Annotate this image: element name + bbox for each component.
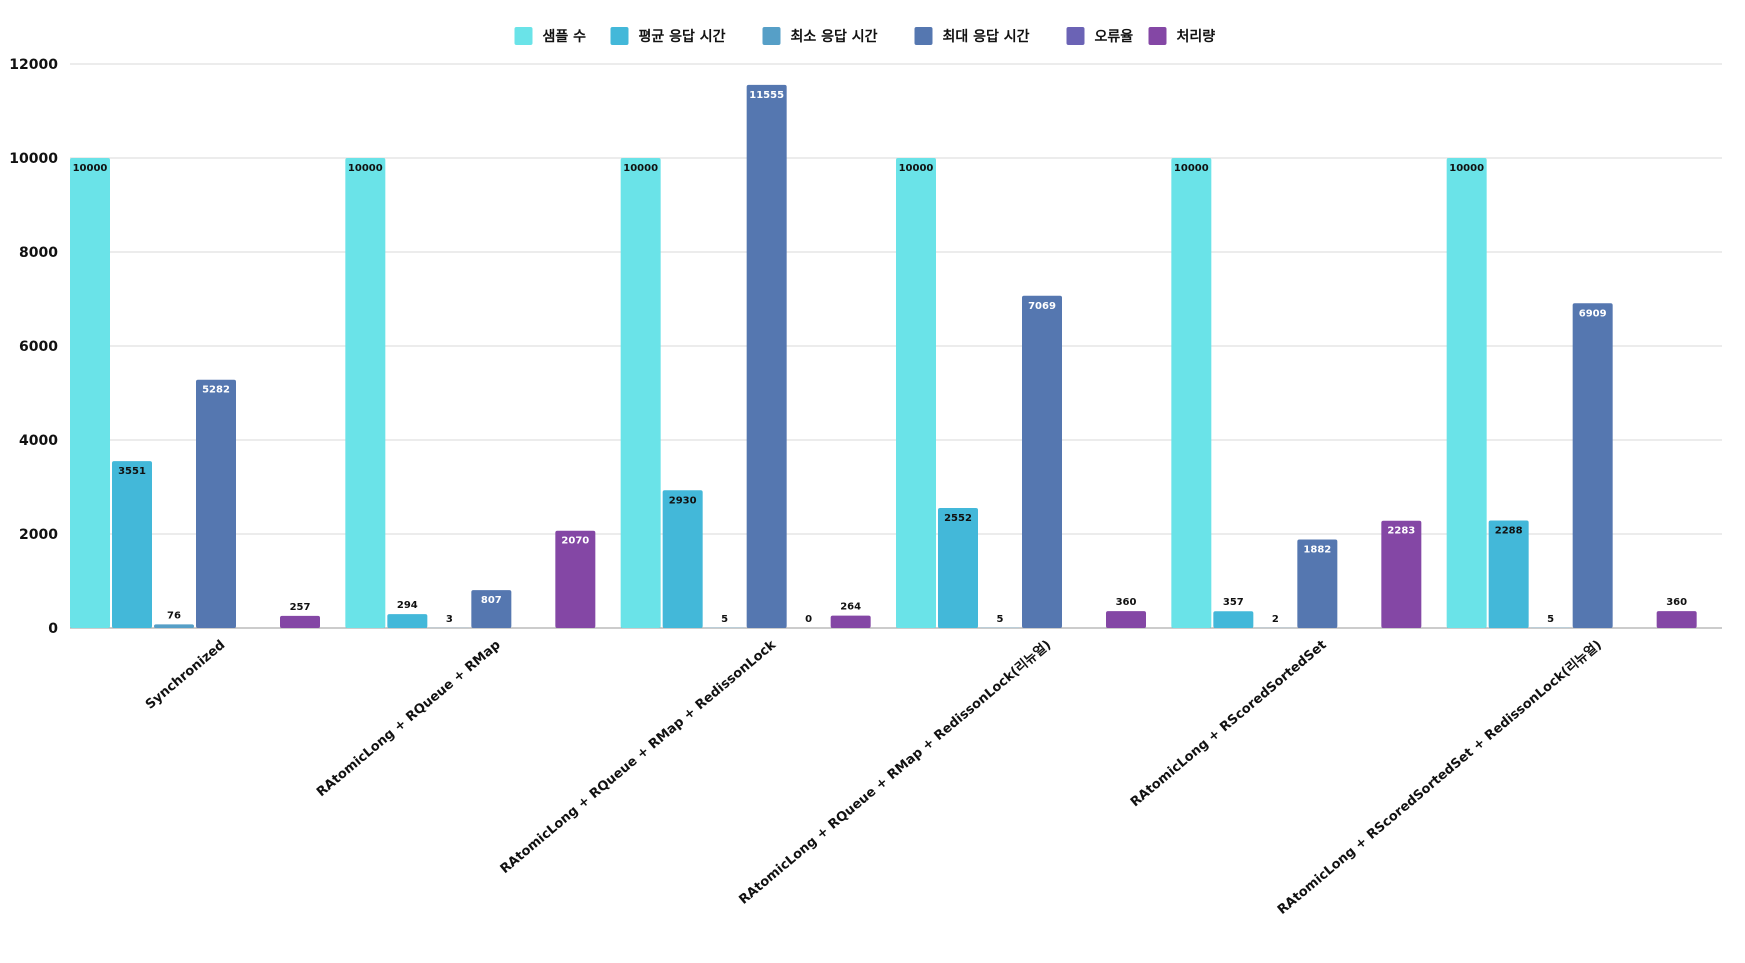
x-tick-label: RAtomicLong + RScoredSortedSet (1128, 638, 1330, 811)
bar (1297, 539, 1338, 628)
legend-swatch (762, 27, 781, 45)
bar (662, 490, 703, 628)
bar (1171, 158, 1212, 628)
data-label: 2552 (944, 513, 972, 524)
bar (620, 158, 661, 628)
data-label: 76 (167, 610, 181, 621)
data-label: 2 (1272, 614, 1279, 625)
bar (1446, 158, 1487, 628)
data-label: 360 (1116, 597, 1137, 608)
legend: 샘플 수 평균 응답 시간 최소 응답 시간 최대 응답 시간 오류율 처리량 (514, 27, 1216, 45)
bar (1022, 295, 1062, 628)
bar (1656, 611, 1697, 628)
bar (1106, 611, 1146, 628)
legend-swatch (1148, 27, 1167, 45)
data-label: 360 (1666, 597, 1687, 608)
y-tick-label: 10000 (9, 151, 58, 167)
bar (938, 508, 978, 628)
bar (1213, 611, 1254, 628)
bar (112, 461, 152, 628)
x-tick-label: RAtomicLong + RScoredSortedSet + Redisso… (1274, 637, 1605, 918)
legend-label: 최소 응답 시간 (791, 28, 878, 45)
legend-swatch (514, 27, 533, 45)
data-label: 3551 (118, 466, 146, 477)
y-axis: 0 2000 4000 6000 8000 10000 12000 (9, 57, 58, 637)
y-tick-label: 4000 (19, 433, 58, 449)
bar (1381, 520, 1422, 628)
data-label: 807 (481, 595, 502, 606)
data-label: 2288 (1495, 525, 1523, 536)
data-label: 10000 (1174, 163, 1209, 174)
y-tick-label: 8000 (19, 245, 58, 261)
data-label: 5 (997, 614, 1004, 625)
x-tick-label: RAtomicLong + RQueue + RMap + RedissonLo… (736, 637, 1054, 908)
bars: 10000 3551 76 5282 257 10000 294 3 807 2070 10000 2… (70, 84, 1697, 629)
bar (70, 158, 110, 628)
bar (154, 624, 194, 628)
data-label: 10000 (623, 163, 658, 174)
y-tick-label: 12000 (9, 57, 58, 73)
bar (896, 158, 936, 628)
y-tick-label: 6000 (19, 339, 58, 355)
data-label: 10000 (1449, 163, 1484, 174)
legend-label: 최대 응답 시간 (943, 28, 1030, 45)
data-label: 2283 (1387, 526, 1415, 537)
y-tick-label: 0 (48, 621, 58, 637)
data-label: 1882 (1303, 545, 1331, 556)
data-label: 5 (1547, 614, 1554, 625)
data-label: 3 (446, 614, 453, 625)
x-axis: Synchronized RAtomicLong + RQueue + RMapR… (143, 637, 1605, 918)
data-label: 11555 (749, 90, 784, 101)
y-tick-label: 2000 (19, 527, 58, 543)
x-tick-label: RAtomicLong + RQueue + RMap + RedissonLo… (498, 637, 780, 877)
data-label: 2070 (561, 536, 589, 547)
legend-label: 오류율 (1095, 28, 1134, 45)
bar (280, 615, 320, 628)
legend-label: 샘플 수 (543, 29, 587, 45)
bar (471, 590, 512, 628)
data-label: 357 (1223, 597, 1244, 608)
legend-label: 평균 응답 시간 (639, 28, 726, 45)
data-label: 5282 (202, 385, 230, 396)
bar (196, 379, 236, 628)
data-label: 294 (397, 600, 418, 611)
x-tick-label: RAtomicLong + RQueue + RMap (314, 638, 504, 800)
bar (1572, 303, 1613, 628)
bar (555, 530, 596, 628)
bar (387, 614, 428, 628)
bar (1488, 520, 1529, 628)
data-label: 257 (290, 602, 311, 613)
data-label: 7069 (1028, 301, 1056, 312)
legend-swatch (610, 27, 629, 45)
bar (830, 615, 871, 628)
data-label: 6909 (1579, 308, 1607, 319)
legend-swatch (1066, 27, 1085, 45)
x-tick-label: Synchronized (143, 638, 228, 713)
data-label: 10000 (73, 163, 108, 174)
data-label: 10000 (899, 163, 934, 174)
data-label: 5 (721, 614, 728, 625)
legend-swatch (914, 27, 933, 45)
data-label: 2930 (669, 495, 697, 506)
bar (345, 158, 386, 628)
data-label: 10000 (348, 163, 383, 174)
legend-label: 처리량 (1177, 29, 1216, 45)
data-label: 0 (805, 614, 812, 625)
data-label: 264 (840, 602, 861, 613)
bar (746, 84, 787, 629)
